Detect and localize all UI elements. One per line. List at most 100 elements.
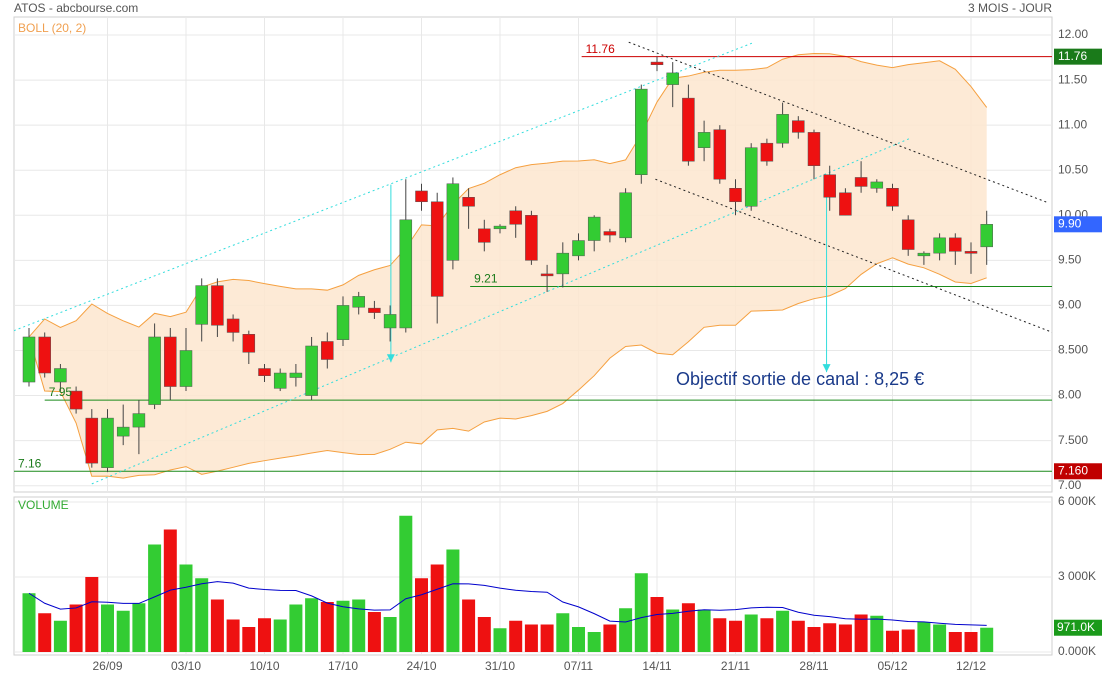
indicator-label: BOLL (20, 2) bbox=[18, 21, 86, 35]
candle-body bbox=[603, 231, 617, 236]
candle-body bbox=[446, 183, 460, 261]
candle-body bbox=[933, 237, 946, 254]
trendline bbox=[91, 137, 912, 485]
bollinger-upper bbox=[28, 52, 988, 338]
volume-bar bbox=[258, 618, 271, 652]
volume-bar bbox=[948, 632, 962, 652]
candle-body bbox=[572, 240, 585, 257]
candle-body bbox=[258, 368, 271, 376]
candle-body bbox=[132, 413, 146, 428]
volume-bar bbox=[744, 614, 758, 652]
x-tick-label: 05/12 bbox=[877, 659, 907, 673]
y-tick-label: 9.00 bbox=[1058, 298, 1082, 312]
y-tick-label: 11.50 bbox=[1058, 72, 1087, 86]
x-tick-label: 12/12 bbox=[956, 659, 986, 673]
volume-bar bbox=[587, 632, 601, 652]
chart-subtitle: 3 MOIS - JOUR bbox=[968, 1, 1052, 15]
volume-bar bbox=[729, 620, 742, 652]
volume-bar bbox=[305, 598, 319, 652]
volume-bar bbox=[367, 612, 381, 652]
volume-bar bbox=[477, 617, 491, 652]
candle-body bbox=[305, 345, 318, 396]
annotation: Objectif sortie de canal : 8,25 € bbox=[676, 369, 924, 389]
y-tick-label: 12.00 bbox=[1058, 27, 1088, 41]
volume-bar bbox=[634, 573, 648, 652]
volume-bar bbox=[85, 577, 99, 652]
level-label: 7.16 bbox=[18, 456, 42, 470]
candle-body bbox=[729, 188, 742, 203]
volume-bar bbox=[697, 609, 711, 652]
volume-bar bbox=[886, 630, 899, 652]
y-tick-label: 3 000K bbox=[1058, 569, 1096, 583]
y-tick-label: 11.00 bbox=[1058, 117, 1087, 131]
x-tick-label: 26/09 bbox=[92, 659, 122, 673]
y-tick-label: 7.00 bbox=[1058, 478, 1082, 492]
volume-bar bbox=[101, 604, 114, 652]
candle-body bbox=[886, 188, 899, 207]
candle-body bbox=[415, 190, 428, 203]
level-label: 7.95 bbox=[49, 385, 73, 399]
candle-body bbox=[870, 181, 884, 189]
candle-body bbox=[823, 174, 836, 198]
x-tick-label: 14/11 bbox=[642, 659, 671, 673]
x-tick-label: 21/11 bbox=[721, 659, 750, 673]
y-tick-label: 8.500 bbox=[1058, 343, 1088, 357]
level-label: 11.76 bbox=[586, 42, 615, 56]
last-price-badge bbox=[1054, 216, 1102, 233]
candle-body bbox=[682, 97, 695, 162]
volume-bar bbox=[681, 603, 695, 652]
volume-bar bbox=[273, 619, 287, 652]
volume-bar bbox=[917, 622, 931, 652]
volume-bar bbox=[116, 610, 130, 652]
volume-bar bbox=[980, 627, 994, 652]
volume-bar bbox=[901, 629, 915, 652]
volume-bar bbox=[195, 578, 209, 652]
candle-body bbox=[587, 216, 601, 241]
candle-body bbox=[509, 210, 522, 225]
volume-bar bbox=[556, 613, 570, 652]
y-tick-label: 7.500 bbox=[1058, 433, 1088, 447]
level-badge bbox=[1054, 48, 1102, 65]
candle-body bbox=[666, 72, 679, 85]
candle-body bbox=[116, 426, 130, 437]
volume-bar bbox=[22, 593, 36, 652]
volume-bar bbox=[242, 627, 256, 652]
candle-body bbox=[211, 285, 224, 326]
candle-body bbox=[493, 225, 507, 230]
candle-body bbox=[949, 237, 962, 252]
candle-body bbox=[650, 61, 664, 66]
volume-badge bbox=[1054, 619, 1102, 636]
volume-bar bbox=[791, 620, 805, 652]
chart-title: ATOS - abcbourse.com bbox=[14, 1, 138, 15]
volume-average bbox=[28, 581, 987, 626]
candle-body bbox=[807, 132, 821, 166]
candle-body bbox=[556, 252, 570, 275]
y-tick-label: 9.50 bbox=[1058, 253, 1082, 267]
volume-bar bbox=[964, 632, 978, 652]
volume-bar bbox=[430, 564, 444, 652]
candle-body bbox=[980, 224, 993, 248]
volume-bar bbox=[493, 628, 507, 652]
candle-body bbox=[619, 192, 632, 239]
candle-body bbox=[525, 215, 538, 261]
candle-body bbox=[430, 201, 444, 297]
candle-body bbox=[179, 350, 193, 387]
candle-body bbox=[242, 334, 256, 353]
candle-body bbox=[226, 318, 240, 333]
candle-body bbox=[22, 336, 36, 383]
volume-bar bbox=[446, 549, 460, 652]
candle-body bbox=[760, 142, 774, 162]
candle-body bbox=[744, 147, 758, 207]
candle-body bbox=[101, 417, 114, 468]
candle-body bbox=[713, 129, 727, 180]
volume-bar bbox=[462, 599, 476, 652]
volume-label: VOLUME bbox=[18, 498, 69, 512]
candle-body bbox=[540, 273, 554, 277]
volume-bar bbox=[415, 578, 428, 652]
candle-body bbox=[399, 219, 413, 329]
candle-body bbox=[462, 197, 475, 207]
candle-body bbox=[635, 88, 648, 175]
candle-body bbox=[289, 372, 303, 378]
volume-bar bbox=[383, 617, 397, 652]
